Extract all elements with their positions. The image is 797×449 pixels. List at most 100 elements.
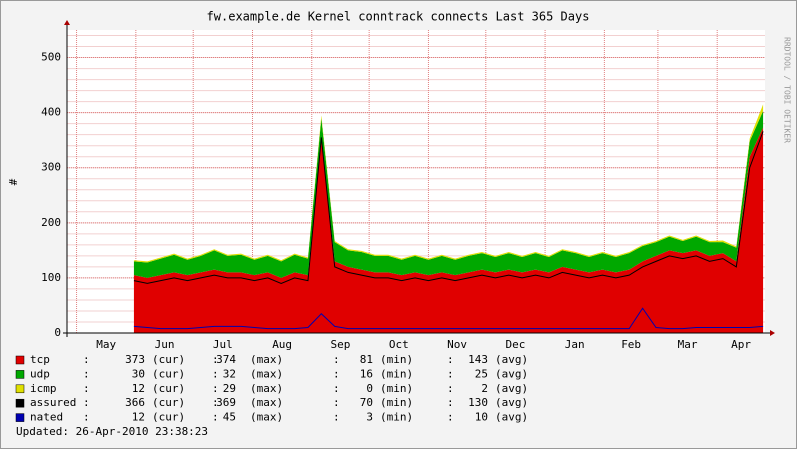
y-tick-label: 300 xyxy=(41,161,61,174)
line xyxy=(133,307,764,330)
legend-stat-label: (min) xyxy=(380,411,413,424)
watermark: RRDTOOL / TOBI OETIKER xyxy=(783,37,792,143)
legend-value: 45 xyxy=(223,411,236,424)
y-tick-label: 0 xyxy=(54,326,61,339)
legend-separator: : xyxy=(333,367,340,380)
legend-separator: : xyxy=(83,367,90,380)
legend-stat-label: (max) xyxy=(250,353,283,366)
legend-separator: : xyxy=(212,411,219,424)
legend-separator: : xyxy=(83,411,90,424)
legend-separator: : xyxy=(212,353,219,366)
legend-value: 3 xyxy=(366,411,373,424)
legend-stat-label: (cur) xyxy=(152,411,185,424)
legend-separator: : xyxy=(333,353,340,366)
legend-name: udp xyxy=(30,367,50,380)
y-tick-label: 200 xyxy=(41,216,61,229)
legend-stat-label: (avg) xyxy=(495,382,528,395)
legend-value: 25 xyxy=(475,367,488,380)
legend-stat-label: (max) xyxy=(250,396,283,409)
x-axis-arrow xyxy=(770,330,775,336)
legend-separator: : xyxy=(333,411,340,424)
updated: Updated: 26-Apr-2010 23:38:23 xyxy=(16,425,208,438)
legend-separator: : xyxy=(83,396,90,409)
legend-swatch xyxy=(15,370,25,379)
line xyxy=(133,131,764,284)
x-tick-label: Sep xyxy=(331,338,351,351)
x-tick-label: Dec xyxy=(506,338,526,351)
chart-title: fw.example.de Kernel conntrack connects … xyxy=(207,10,590,24)
legend-value: 374 xyxy=(216,353,236,366)
legend-separator: : xyxy=(333,396,340,409)
y-axis-arrow xyxy=(64,20,70,25)
legend-name: nated xyxy=(30,411,63,424)
y-tick-label: 400 xyxy=(41,106,61,119)
legend-value: 10 xyxy=(475,411,488,424)
legend-stat-label: (min) xyxy=(380,353,413,366)
x-tick-label: Oct xyxy=(389,338,409,351)
x-tick-label: Nov xyxy=(447,338,467,351)
x-tick-label: Apr xyxy=(731,338,751,351)
legend-stat-label: (max) xyxy=(250,367,283,380)
legend-stat-label: (cur) xyxy=(152,367,185,380)
legend-separator: : xyxy=(83,382,90,395)
legend-stat-label: (cur) xyxy=(152,382,185,395)
legend-separator: : xyxy=(83,353,90,366)
legend-stat-label: (avg) xyxy=(495,411,528,424)
legend-name: tcp xyxy=(30,353,50,366)
legend-value: 2 xyxy=(481,382,488,395)
legend-separator: : xyxy=(447,411,454,424)
legend-stat-label: (min) xyxy=(380,367,413,380)
legend-value: 373 xyxy=(125,353,145,366)
legend-value: 369 xyxy=(216,396,236,409)
legend-value: 16 xyxy=(360,367,373,380)
x-tick-label: Feb xyxy=(621,338,641,351)
legend-value: 130 xyxy=(468,396,488,409)
legend-value: 70 xyxy=(360,396,373,409)
legend-swatch xyxy=(15,384,25,394)
legend-value: 29 xyxy=(223,382,236,395)
legend-separator: : xyxy=(212,396,219,409)
legend-separator: : xyxy=(212,382,219,395)
legend-value: 81 xyxy=(360,353,373,366)
legend-separator: : xyxy=(447,353,454,366)
legend-value: 366 xyxy=(125,396,145,409)
area xyxy=(133,110,764,278)
legend-value: 30 xyxy=(132,367,145,380)
legend-swatch xyxy=(15,413,25,422)
x-tick-label: Aug xyxy=(272,338,292,351)
legend-stat-label: (avg) xyxy=(495,396,528,409)
legend-value: 0 xyxy=(366,382,373,395)
legend-stat-label: (cur) xyxy=(152,353,185,366)
y-axis-label: # xyxy=(7,178,20,185)
legend-stat-label: (cur) xyxy=(152,396,185,409)
x-tick-label: Jul xyxy=(213,338,233,351)
legend-value: 143 xyxy=(468,353,488,366)
legend-separator: : xyxy=(333,382,340,395)
legend-stat-label: (min) xyxy=(380,382,413,395)
x-tick-label: Jan xyxy=(565,338,585,351)
x-tick-label: Mar xyxy=(678,338,698,351)
legend-stat-label: (min) xyxy=(380,396,413,409)
legend-separator: : xyxy=(447,396,454,409)
legend-name: icmp xyxy=(30,382,57,395)
legend-swatch xyxy=(15,398,25,408)
legend-separator: : xyxy=(212,367,219,380)
legend-stat-label: (avg) xyxy=(495,353,528,366)
legend-stat-label: (avg) xyxy=(495,367,528,380)
legend-stat-label: (max) xyxy=(250,382,283,395)
x-tick-label: May xyxy=(96,338,116,351)
legend-separator: : xyxy=(447,382,454,395)
legend-value: 12 xyxy=(132,411,145,424)
legend-swatch xyxy=(15,355,25,365)
x-tick-label: Jun xyxy=(155,338,175,351)
legend-value: 12 xyxy=(132,382,145,395)
legend-separator: : xyxy=(447,367,454,380)
y-tick-label: 100 xyxy=(41,271,61,284)
area xyxy=(133,127,764,333)
legend-stat-label: (max) xyxy=(250,411,283,424)
y-tick-label: 500 xyxy=(41,51,61,64)
legend-name: assured xyxy=(30,396,76,409)
legend-value: 32 xyxy=(223,367,236,380)
